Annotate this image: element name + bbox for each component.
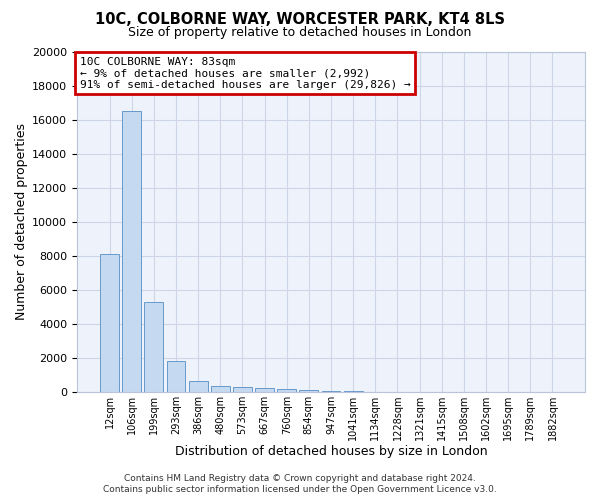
Bar bbox=[167, 360, 185, 392]
Bar bbox=[145, 302, 163, 392]
Bar bbox=[299, 390, 318, 392]
Bar bbox=[255, 388, 274, 392]
Bar bbox=[322, 391, 340, 392]
Text: 10C, COLBORNE WAY, WORCESTER PARK, KT4 8LS: 10C, COLBORNE WAY, WORCESTER PARK, KT4 8… bbox=[95, 12, 505, 28]
Bar bbox=[100, 254, 119, 392]
Text: Size of property relative to detached houses in London: Size of property relative to detached ho… bbox=[128, 26, 472, 39]
Bar bbox=[277, 389, 296, 392]
Bar bbox=[188, 381, 208, 392]
Bar bbox=[233, 388, 252, 392]
Bar bbox=[211, 386, 230, 392]
X-axis label: Distribution of detached houses by size in London: Distribution of detached houses by size … bbox=[175, 444, 487, 458]
Bar bbox=[122, 111, 141, 392]
Y-axis label: Number of detached properties: Number of detached properties bbox=[15, 124, 28, 320]
Text: Contains HM Land Registry data © Crown copyright and database right 2024.
Contai: Contains HM Land Registry data © Crown c… bbox=[103, 474, 497, 494]
Text: 10C COLBORNE WAY: 83sqm
← 9% of detached houses are smaller (2,992)
91% of semi-: 10C COLBORNE WAY: 83sqm ← 9% of detached… bbox=[80, 56, 410, 90]
